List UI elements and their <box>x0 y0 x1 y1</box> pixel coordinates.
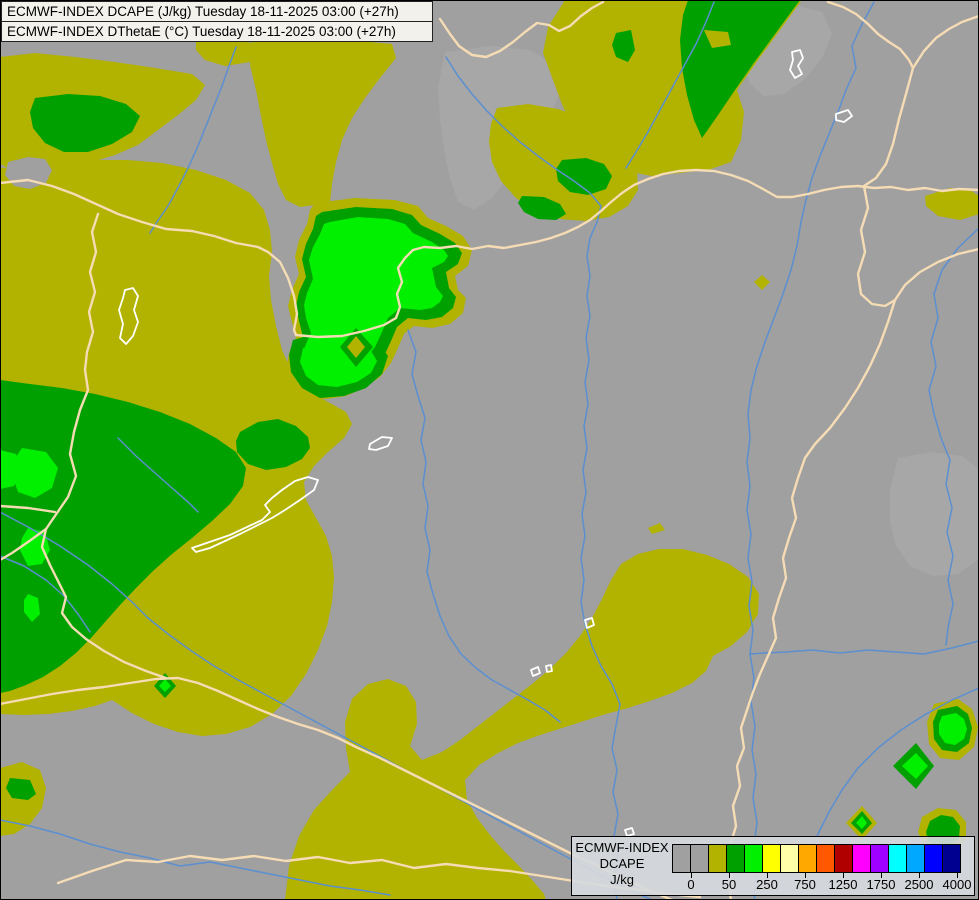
legend-color-swatch <box>726 844 745 873</box>
legend-color-swatch <box>690 844 709 873</box>
legend-color-swatch <box>762 844 781 873</box>
legend-tick-mark <box>691 873 692 878</box>
legend-color-swatch <box>744 844 763 873</box>
legend-color-swatch <box>852 844 871 873</box>
legend-color-swatch <box>870 844 889 873</box>
legend-tick-value: 750 <box>794 877 816 892</box>
legend-color-swatch <box>888 844 907 873</box>
legend-tick-value: 4000 <box>942 877 972 892</box>
legend-tick-mark <box>729 873 730 878</box>
lake-neusiedl-outline <box>118 287 139 345</box>
legend-tick-mark <box>881 873 882 878</box>
legend-tick-value: 1750 <box>866 877 896 892</box>
legend-tick-mark <box>957 873 958 878</box>
legend-model-label: ECMWF-INDEX <box>575 840 669 855</box>
map-title-box: ECMWF-INDEX DCAPE (J/kg) Tuesday 18-11-2… <box>1 1 433 42</box>
legend-tick-value: 0 <box>687 877 695 892</box>
legend-color-swatch <box>816 844 835 873</box>
legend-color-bar <box>672 844 961 873</box>
legend-color-swatch <box>672 844 691 873</box>
legend-tick-value: 1250 <box>828 877 858 892</box>
legend-units-label: J/kg <box>610 872 634 887</box>
legend-tick-value: 250 <box>756 877 778 892</box>
legend-color-swatch <box>942 844 961 873</box>
title-line-dcape: ECMWF-INDEX DCAPE (J/kg) Tuesday 18-11-2… <box>1 1 433 22</box>
legend-color-swatch <box>708 844 727 873</box>
lake-balaton-outline <box>191 476 319 553</box>
legend-color-swatch <box>906 844 925 873</box>
legend-parameter-label: DCAPE <box>599 856 645 871</box>
lakes <box>118 49 853 837</box>
legend-color-swatch <box>924 844 943 873</box>
legend-color-swatch <box>834 844 853 873</box>
legend-tick-mark <box>843 873 844 878</box>
legend-tick-value: 2500 <box>904 877 934 892</box>
legend-tick-value: 50 <box>721 877 737 892</box>
title-line-dthetae: ECMWF-INDEX DThetaE (°C) Tuesday 18-11-2… <box>1 21 433 42</box>
legend-tick-mark <box>919 873 920 878</box>
legend-color-swatch <box>780 844 799 873</box>
legend-tick-mark <box>805 873 806 878</box>
legend-tick-mark <box>767 873 768 878</box>
legend-text-block: ECMWF-INDEX DCAPE J/kg <box>574 840 670 888</box>
legend-color-swatch <box>798 844 817 873</box>
lake-velence-outline <box>368 436 393 451</box>
legend-panel: ECMWF-INDEX DCAPE J/kg 0 50 250 750 1250 1750… <box>571 836 975 896</box>
